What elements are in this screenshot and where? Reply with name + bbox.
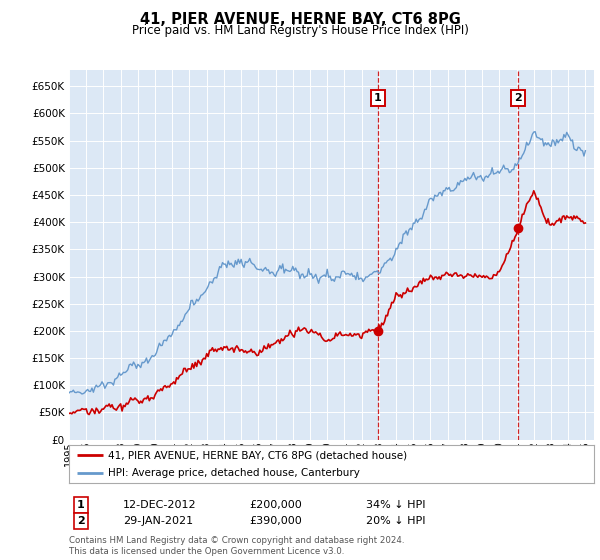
Text: 34% ↓ HPI: 34% ↓ HPI bbox=[366, 500, 425, 510]
Text: Contains HM Land Registry data © Crown copyright and database right 2024.
This d: Contains HM Land Registry data © Crown c… bbox=[69, 536, 404, 556]
Text: 12-DEC-2012: 12-DEC-2012 bbox=[123, 500, 197, 510]
Text: 29-JAN-2021: 29-JAN-2021 bbox=[123, 516, 193, 526]
Text: 41, PIER AVENUE, HERNE BAY, CT6 8PG (detached house): 41, PIER AVENUE, HERNE BAY, CT6 8PG (det… bbox=[109, 450, 407, 460]
Text: 1: 1 bbox=[77, 500, 85, 510]
Text: HPI: Average price, detached house, Canterbury: HPI: Average price, detached house, Cant… bbox=[109, 468, 360, 478]
Text: 1: 1 bbox=[374, 94, 382, 103]
Text: £200,000: £200,000 bbox=[249, 500, 302, 510]
Text: 2: 2 bbox=[514, 94, 522, 103]
Text: 2: 2 bbox=[77, 516, 85, 526]
Text: £390,000: £390,000 bbox=[249, 516, 302, 526]
Text: Price paid vs. HM Land Registry's House Price Index (HPI): Price paid vs. HM Land Registry's House … bbox=[131, 24, 469, 36]
Text: 41, PIER AVENUE, HERNE BAY, CT6 8PG: 41, PIER AVENUE, HERNE BAY, CT6 8PG bbox=[140, 12, 460, 27]
Text: 20% ↓ HPI: 20% ↓ HPI bbox=[366, 516, 425, 526]
